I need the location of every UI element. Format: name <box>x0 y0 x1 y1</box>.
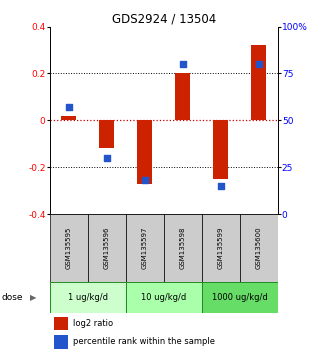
Bar <box>175 73 190 120</box>
Bar <box>61 116 76 120</box>
Bar <box>54 336 68 349</box>
Text: GSM135599: GSM135599 <box>218 227 224 269</box>
Bar <box>50 214 88 282</box>
Point <box>142 177 147 183</box>
Title: GDS2924 / 13504: GDS2924 / 13504 <box>112 12 216 25</box>
Text: 1000 ug/kg/d: 1000 ug/kg/d <box>212 293 268 302</box>
Bar <box>240 214 278 282</box>
Text: percentile rank within the sample: percentile rank within the sample <box>73 337 214 346</box>
Text: GSM135600: GSM135600 <box>256 227 262 269</box>
Bar <box>202 214 240 282</box>
Bar <box>50 282 126 313</box>
Text: GSM135595: GSM135595 <box>66 227 72 269</box>
Bar <box>164 214 202 282</box>
Bar <box>126 282 202 313</box>
Bar <box>54 317 68 330</box>
Text: log2 ratio: log2 ratio <box>73 319 113 327</box>
Bar <box>88 214 126 282</box>
Text: 1 ug/kg/d: 1 ug/kg/d <box>68 293 108 302</box>
Point <box>218 183 223 189</box>
Text: GSM135597: GSM135597 <box>142 227 148 269</box>
Text: GSM135598: GSM135598 <box>180 227 186 269</box>
Bar <box>213 120 228 179</box>
Bar <box>251 45 266 120</box>
Text: GSM135596: GSM135596 <box>104 227 110 269</box>
Text: 10 ug/kg/d: 10 ug/kg/d <box>141 293 186 302</box>
Point <box>180 61 185 67</box>
Text: dose: dose <box>2 293 23 302</box>
Bar <box>126 214 164 282</box>
Point <box>66 104 71 110</box>
Bar <box>99 120 114 148</box>
Point <box>256 61 261 67</box>
Text: ▶: ▶ <box>30 293 36 302</box>
Bar <box>202 282 278 313</box>
Point <box>104 155 109 161</box>
Bar <box>137 120 152 184</box>
